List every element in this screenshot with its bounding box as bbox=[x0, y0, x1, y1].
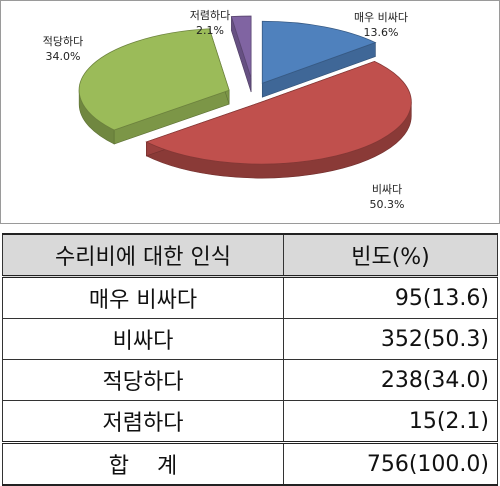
pie-chart: 매우 비싸다 13.6% 비싸다 50.3% 적당하다 34.0% 저렴하다 2.1% bbox=[43, 8, 412, 211]
slice-percent-label: 50.3% bbox=[370, 198, 405, 211]
table-row: 저렴하다 15(2.1) bbox=[2, 400, 498, 443]
total-label: 합 계 bbox=[2, 441, 284, 486]
table-header-row: 수리비에 대한 인식 빈도(%) bbox=[2, 233, 498, 278]
row-label: 저렴하다 bbox=[2, 400, 284, 443]
slice-label: 비싸다 bbox=[372, 183, 402, 196]
pie-slice bbox=[261, 20, 377, 84]
pie-chart-panel: 매우 비싸다 13.6% 비싸다 50.3% 적당하다 34.0% 저렴하다 2.1% bbox=[0, 0, 500, 224]
row-value: 15(2.1) bbox=[283, 400, 498, 443]
slice-percent-label: 2.1% bbox=[196, 24, 224, 37]
row-value: 352(50.3) bbox=[283, 318, 498, 360]
table-row: 매우 비싸다 95(13.6) bbox=[2, 276, 498, 319]
table-row: 비싸다 352(50.3) bbox=[2, 318, 498, 360]
row-label: 적당하다 bbox=[2, 359, 284, 401]
table-total-row: 합 계 756(100.0) bbox=[2, 441, 498, 486]
row-value: 95(13.6) bbox=[283, 276, 498, 319]
slice-label: 매우 비싸다 bbox=[354, 11, 408, 24]
slice-label: 저렴하다 bbox=[190, 8, 230, 22]
row-value: 238(34.0) bbox=[283, 359, 498, 401]
row-label: 비싸다 bbox=[2, 318, 284, 360]
total-value: 756(100.0) bbox=[283, 441, 498, 486]
slice-percent-label: 34.0% bbox=[46, 50, 81, 63]
header-perception: 수리비에 대한 인식 bbox=[2, 233, 284, 278]
pie-slice bbox=[145, 60, 412, 165]
row-label: 매우 비싸다 bbox=[2, 276, 284, 319]
slice-label: 적당하다 bbox=[43, 34, 83, 48]
slice-percent-label: 13.6% bbox=[364, 26, 399, 39]
frequency-table: 수리비에 대한 인식 빈도(%) 매우 비싸다 95(13.6) 비싸다 352… bbox=[2, 233, 498, 486]
table-row: 적당하다 238(34.0) bbox=[2, 359, 498, 401]
header-frequency: 빈도(%) bbox=[283, 233, 498, 278]
pie-slice bbox=[230, 15, 252, 79]
pie-slice bbox=[78, 28, 230, 131]
